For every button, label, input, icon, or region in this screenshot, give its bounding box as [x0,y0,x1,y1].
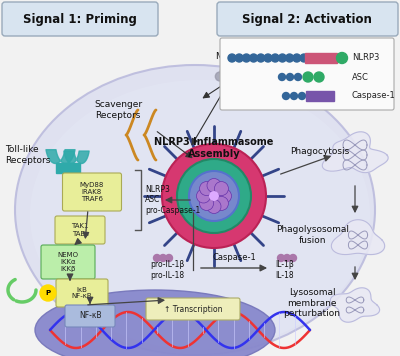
Circle shape [286,73,294,80]
Circle shape [218,189,232,203]
Text: NEMO
IKKα
IKKβ: NEMO IKKα IKKβ [58,252,78,272]
Text: NF-κB: NF-κB [79,312,101,320]
Circle shape [209,191,219,201]
Circle shape [200,182,228,210]
Circle shape [223,61,232,69]
Circle shape [242,54,250,62]
Text: ↑ Transcription: ↑ Transcription [164,304,222,314]
Circle shape [314,72,324,82]
Circle shape [264,54,272,62]
Circle shape [230,72,239,82]
FancyBboxPatch shape [146,298,240,320]
Circle shape [200,182,214,195]
Circle shape [154,255,160,262]
Circle shape [286,54,294,62]
Circle shape [196,189,210,203]
Circle shape [336,52,348,63]
Circle shape [177,159,251,233]
FancyBboxPatch shape [56,279,108,307]
Text: P: P [46,290,50,296]
Circle shape [220,68,229,77]
Circle shape [214,197,228,210]
Text: IκB
NF-κB: IκB NF-κB [72,287,92,299]
FancyBboxPatch shape [65,305,115,327]
Text: NLRP3: NLRP3 [352,53,379,63]
Circle shape [278,54,286,62]
Circle shape [293,54,301,62]
Polygon shape [330,288,380,322]
Circle shape [284,255,290,262]
Circle shape [207,199,221,214]
Ellipse shape [30,80,370,350]
Circle shape [207,178,221,193]
Circle shape [290,93,298,99]
Circle shape [278,73,286,80]
FancyBboxPatch shape [62,173,122,211]
Circle shape [235,54,243,62]
Bar [56,163,80,173]
Text: IL-1β
IL-18: IL-1β IL-18 [275,260,294,280]
Text: pro-IL-1β
pro-IL-18: pro-IL-1β pro-IL-18 [150,260,184,280]
Circle shape [294,73,302,80]
Circle shape [224,71,233,80]
Circle shape [282,93,290,99]
Circle shape [257,54,265,62]
Text: Caspase-1: Caspase-1 [352,91,396,100]
Circle shape [189,171,239,221]
Text: Misfolded protein
aggregates: Misfolded protein aggregates [216,52,294,72]
Circle shape [250,54,258,62]
Circle shape [303,72,313,82]
Text: Phagocytosis: Phagocytosis [290,147,350,157]
Polygon shape [322,132,388,173]
Circle shape [228,54,236,62]
Text: Scavenger
Receptors: Scavenger Receptors [94,100,142,120]
FancyBboxPatch shape [41,245,95,279]
Circle shape [290,255,296,262]
Text: Signal 1: Priming: Signal 1: Priming [23,12,137,26]
Circle shape [237,68,246,77]
FancyBboxPatch shape [217,2,398,36]
Circle shape [300,54,308,62]
Circle shape [166,255,172,262]
FancyBboxPatch shape [55,216,105,244]
Ellipse shape [35,290,275,356]
Text: NLRP3
ASC
pro-Caspase-1: NLRP3 ASC pro-Caspase-1 [145,185,200,215]
Circle shape [214,182,228,195]
Text: ASC: ASC [352,73,369,82]
Circle shape [271,54,279,62]
Text: MyD88
IRAK8
TRAF6: MyD88 IRAK8 TRAF6 [80,182,104,202]
Bar [306,91,334,101]
Circle shape [160,255,166,262]
Circle shape [298,93,306,99]
Circle shape [215,72,224,81]
Text: Lysosomal
membrane
perturbation: Lysosomal membrane perturbation [284,288,340,318]
Text: Caspase-1: Caspase-1 [212,253,256,262]
FancyBboxPatch shape [220,38,394,110]
Text: Toll-like
Receptors: Toll-like Receptors [5,145,50,165]
FancyBboxPatch shape [2,2,158,36]
Circle shape [162,144,266,248]
Text: Signal 2: Activation: Signal 2: Activation [242,12,372,26]
Circle shape [278,255,284,262]
Polygon shape [331,220,385,255]
Text: Phagolysosomal
fusion: Phagolysosomal fusion [276,225,350,245]
Ellipse shape [15,65,375,355]
Circle shape [40,285,56,301]
Bar [305,53,337,63]
Text: NLRP3 Inflammasome
Assembly: NLRP3 Inflammasome Assembly [154,137,274,159]
Circle shape [200,197,214,210]
Text: TAK1
TABs: TAK1 TABs [71,224,89,236]
Circle shape [226,61,234,70]
